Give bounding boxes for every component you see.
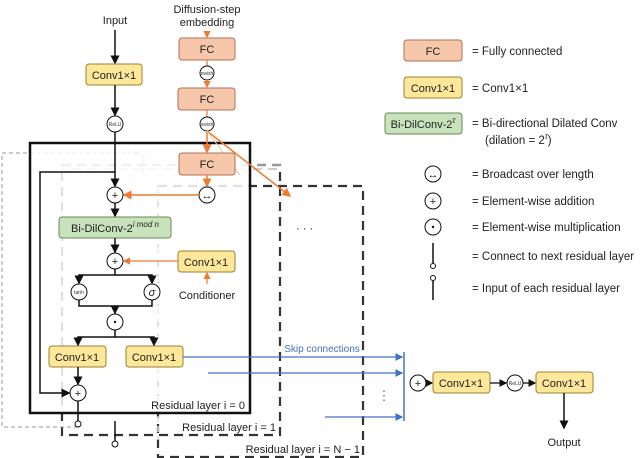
embedding-label-line1: Diffusion-step — [173, 4, 240, 16]
residual-layer-n-label: Residual layer i = N − 1 — [246, 444, 360, 456]
split — [73, 330, 116, 347]
legend-input-connector-icon — [430, 275, 436, 281]
plus-glyph: + — [415, 378, 421, 390]
dot-glyph — [431, 225, 435, 229]
legend-fc-box-label: FC — [426, 46, 441, 58]
legend-dilation-desc: (dilation = 2τ) — [485, 132, 552, 147]
fc-label-1: FC — [200, 44, 215, 56]
layers-ellipsis: · · · — [296, 223, 313, 235]
conditioner-conv-label: Conv1×1 — [184, 257, 228, 269]
legend-dilconv-box — [384, 112, 463, 135]
input-label: Input — [103, 15, 127, 27]
residual-skip-path — [39, 171, 115, 398]
legend-conv-desc: = Conv1×1 — [472, 83, 528, 95]
swish-label-2: swish — [201, 122, 214, 128]
legend-add-icon — [424, 192, 442, 210]
output-conv-label-1: Conv1×1 — [439, 378, 483, 390]
conditioner-label: Conditioner — [179, 290, 236, 302]
plus-glyph: + — [430, 196, 436, 208]
output-relu-label: ReLU — [509, 381, 522, 387]
layer1-connector — [111, 440, 119, 448]
legend-add-desc: = Element-wise addition — [472, 196, 594, 208]
skip-connections-label: Skip connections — [284, 344, 360, 355]
legend: FC = Fully connected Conv1×1 = Conv1×1 B… — [384, 39, 634, 300]
swish-label-1: swish — [201, 71, 214, 77]
legend-next-connector-icon — [430, 263, 436, 269]
embedding-label: Diffusion-step embedding — [173, 4, 240, 29]
skip-vdots: ⋮ — [378, 388, 391, 403]
legend-dilation-text: (dilation = 2 — [485, 135, 545, 147]
legend-next-desc: = Connect to next residual layer — [472, 251, 634, 263]
relu-label: ReLU — [109, 122, 122, 128]
legend-mult-desc: = Element-wise multiplication — [472, 222, 621, 234]
input-conv-box — [85, 63, 143, 86]
legend-dilation-sup: τ — [545, 132, 549, 141]
tanh-label: tanh — [74, 290, 84, 296]
residual-conv-label: Conv1×1 — [55, 352, 99, 364]
residual-layer-0-label: Residual layer i = 0 — [151, 400, 245, 412]
residual-layer-0-frame — [28, 141, 252, 415]
output-conv-label-2: Conv1×1 — [542, 378, 586, 390]
dilconv-label: Bi-DilConv-2i mod n — [71, 220, 160, 235]
split — [115, 336, 159, 347]
plus-glyph: + — [112, 190, 118, 202]
legend-input-desc: = Input of each residual layer — [472, 283, 620, 295]
output-label: Output — [547, 437, 580, 449]
dilconv-base: Bi-DilConv-2 — [71, 223, 133, 235]
dot-glyph — [113, 320, 117, 324]
fc-label-3: FC — [200, 159, 215, 171]
gate-split — [115, 274, 157, 285]
legend-dilconv-box-label: Bi-DilConv-2τ — [391, 116, 457, 131]
input-conv-label: Conv1×1 — [92, 70, 136, 82]
broadcast-glyph: ↔ — [202, 190, 213, 202]
residual-input-dashed-path — [1, 150, 140, 428]
plus-glyph: + — [75, 388, 81, 400]
embedding-label-line2: embedding — [180, 17, 234, 29]
legend-conv-box-label: Conv1×1 — [411, 83, 455, 95]
legend-fc-desc: = Fully connected — [472, 46, 562, 58]
embedding-to-next-layers — [206, 130, 292, 197]
residual-layer-1-label: Residual layer i = 1 — [182, 422, 276, 434]
legend-conv-box — [403, 76, 463, 99]
legend-dilation-end: ) — [548, 135, 552, 147]
legend-fc-box — [403, 39, 463, 62]
legend-dil-base: Bi-DilConv-2 — [391, 119, 453, 131]
legend-dil-sup: τ — [452, 116, 456, 125]
skip-conv-label: Conv1×1 — [132, 352, 176, 364]
sigma-label: σ — [149, 287, 156, 299]
fc-label-2: FC — [200, 94, 215, 106]
plus-glyph: + — [112, 256, 118, 268]
legend-broadcast-icon — [424, 165, 442, 183]
broadcast-glyph: ↔ — [428, 169, 439, 181]
gate-split — [74, 269, 116, 285]
legend-dilconv-desc: = Bi-directional Dilated Conv — [472, 118, 618, 130]
dilconv-sup: i mod n — [133, 220, 160, 229]
legend-broadcast-desc: = Broadcast over length — [472, 169, 594, 181]
next-layer-connector — [74, 420, 82, 428]
